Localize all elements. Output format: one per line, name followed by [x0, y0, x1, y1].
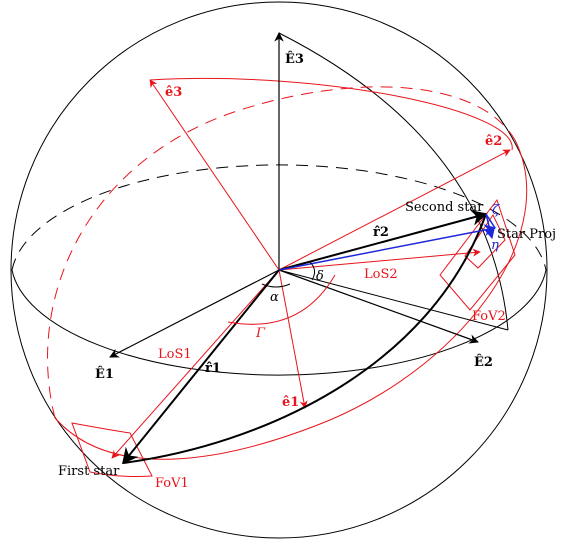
first-star-label: First star — [58, 464, 120, 479]
E1-axis — [109, 269, 280, 358]
red-meridian — [149, 77, 513, 151]
Gamma-label: Γ — [255, 326, 266, 341]
FoV2-label: FoV2 — [472, 309, 506, 324]
alpha-arc — [261, 283, 291, 288]
delta-arc — [309, 261, 316, 281]
eta-label: η — [491, 238, 499, 253]
delta-label: δ — [316, 269, 324, 284]
e3-label: ê3 — [165, 85, 182, 100]
red-circle-front — [54, 139, 528, 460]
E2-axis — [278, 269, 479, 344]
alpha-label: α — [270, 290, 279, 305]
sphere-outline — [10, 1, 548, 539]
e2-axis — [278, 149, 511, 271]
r1-vector — [121, 269, 280, 465]
Gamma-arc — [227, 274, 336, 325]
zeta-vector — [485, 213, 496, 229]
e2-label: ê2 — [485, 134, 502, 149]
red-circle-back — [47, 86, 516, 419]
FoV1-label: FoV1 — [155, 476, 189, 491]
E2-label: Ê2 — [474, 354, 493, 370]
FoV1-box — [71, 422, 153, 477]
LoS1-label: LoS1 — [158, 347, 192, 362]
E1-label: Ê1 — [95, 366, 114, 382]
e1-label: ê1 — [282, 395, 299, 410]
meridian-arc — [278, 32, 509, 331]
star-proj-vector — [278, 224, 497, 271]
r1-label: r̂1 — [205, 361, 221, 376]
star-arc — [122, 213, 487, 464]
meridian-radius — [278, 269, 509, 331]
E3-label: Ê3 — [285, 51, 304, 67]
e1-axis — [278, 269, 308, 409]
second-star-label: Second star — [405, 200, 484, 215]
LoS2-line — [278, 248, 481, 271]
eta-vector — [483, 213, 496, 240]
r2-vector — [278, 210, 488, 271]
LoS2-label: LoS2 — [364, 267, 398, 282]
LoS1-line — [111, 269, 280, 459]
equator-front — [11, 269, 547, 376]
e3-axis — [149, 79, 280, 271]
zeta-label: ζ — [492, 203, 500, 218]
r2-label: r̂2 — [373, 225, 389, 240]
star-proj-label: Star Proj — [497, 227, 556, 242]
